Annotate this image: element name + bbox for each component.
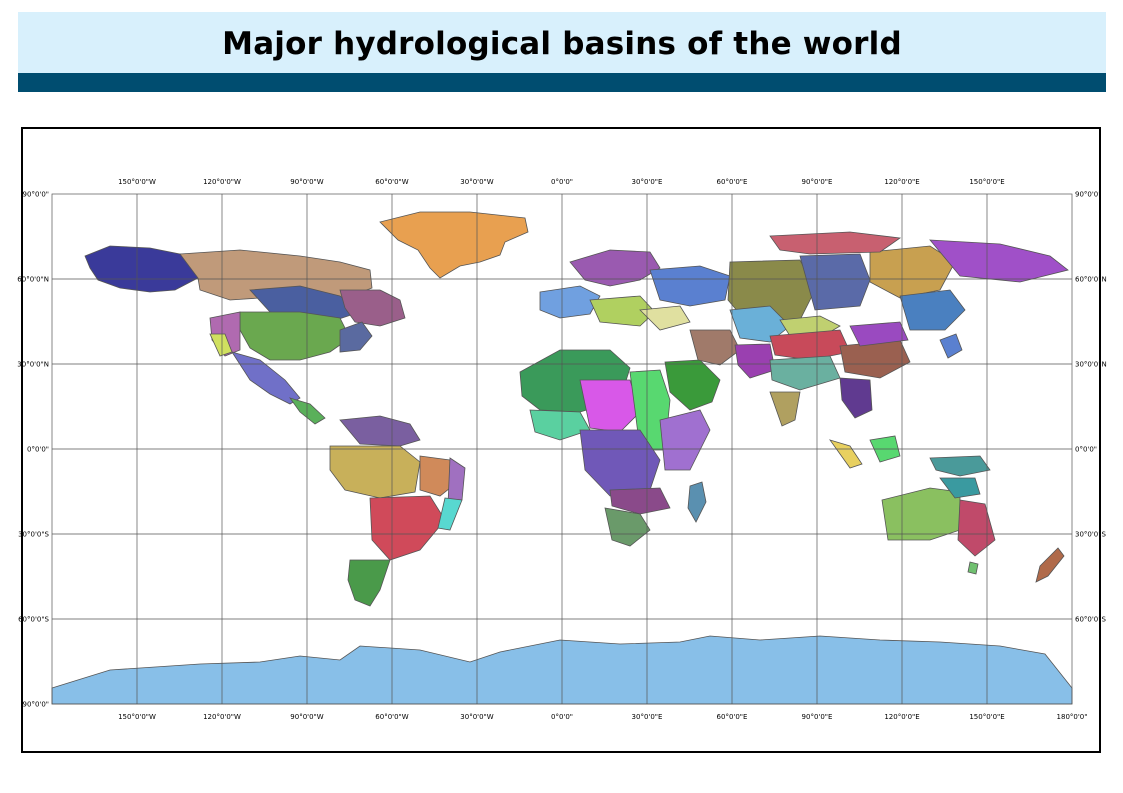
basin-yangtze	[839, 339, 911, 379]
basin-zambezi	[609, 487, 671, 515]
basin-tibet	[769, 329, 851, 361]
lat-label-left: 60°0'0"S	[18, 616, 49, 624]
basin-madagascar	[687, 481, 707, 523]
lon-label-bottom: 120°0'0"E	[884, 713, 919, 721]
basin-sumatra	[828, 439, 863, 469]
lat-label-left: 0°0'0"	[27, 446, 49, 454]
lon-label-bottom: 150°0'0"E	[969, 713, 1004, 721]
basin-volga	[649, 265, 731, 307]
basin-niger	[529, 409, 591, 441]
graticule	[51, 193, 1073, 705]
lat-label-left: 90°0'0"	[23, 701, 49, 709]
lon-label-top: 120°0'0"W	[203, 178, 241, 186]
lon-label-top: 150°0'0"W	[118, 178, 156, 186]
lat-label-right: 30°0'0"N	[1075, 361, 1107, 369]
basin-central-america	[288, 397, 326, 425]
lon-label-bottom: 30°0'0"E	[632, 713, 663, 721]
basin-yenisei	[799, 253, 871, 311]
lat-label-right: 60°0'0"S	[1075, 616, 1106, 624]
basin-indus	[734, 343, 776, 379]
lon-label-bottom: 60°0'0"W	[375, 713, 408, 721]
basin-new-zealand	[1035, 547, 1065, 583]
lon-label-top: 60°0'0"E	[717, 178, 748, 186]
basin-aral	[729, 305, 791, 343]
basin-tasmania	[967, 561, 979, 575]
title-underline-bar	[18, 73, 1106, 92]
basin-ganges	[769, 355, 841, 391]
lat-label-right: 0°0'0"	[1075, 446, 1097, 454]
lon-label-top: 90°0'0"E	[802, 178, 833, 186]
basin-murray-darling	[957, 499, 996, 557]
lon-label-bottom-180: 180°0'0"	[1057, 713, 1088, 721]
basin-orinoco	[339, 415, 421, 447]
basin-amur	[899, 289, 966, 331]
lon-label-bottom: 30°0'0"W	[460, 713, 493, 721]
basin-lena	[869, 245, 956, 299]
basin-alaska	[84, 245, 201, 293]
basin-mississippi	[239, 311, 351, 361]
map-frame	[21, 127, 1101, 753]
lat-label-right: 60°0'0"N	[1075, 276, 1107, 284]
basin-india-south	[769, 391, 801, 427]
lat-label-left: 30°0'0"N	[17, 361, 49, 369]
map-title: Major hydrological basins of the world	[222, 26, 902, 62]
basin-us-east	[339, 321, 373, 353]
lon-label-top: 150°0'0"E	[969, 178, 1004, 186]
lon-label-top: 30°0'0"W	[460, 178, 493, 186]
basin-australia-north	[939, 477, 981, 499]
graticule-labels: 150°0'0"W 150°0'0"W 120°0'0"W 120°0'0"W 90°0…	[17, 178, 1106, 721]
lon-label-bottom: 120°0'0"W	[203, 713, 241, 721]
basin-sa-coast	[437, 497, 463, 531]
basin-scandinavia	[569, 249, 661, 287]
lat-label-right: 90°0'0"	[1075, 191, 1101, 199]
lon-label-bottom: 60°0'0"E	[717, 713, 748, 721]
lon-label-bottom: 90°0'0"E	[802, 713, 833, 721]
basin-europe-west	[539, 285, 601, 319]
basin-kolyma	[929, 239, 1069, 283]
basin-east-brazil	[447, 457, 466, 505]
basin-east-africa	[659, 409, 711, 471]
basin-tigris	[689, 329, 741, 366]
greenland	[379, 211, 529, 279]
basin-orange	[604, 507, 651, 547]
basin-lake-chad	[579, 379, 641, 433]
lon-label-top: 30°0'0"E	[632, 178, 663, 186]
basin-black-sea	[639, 305, 691, 331]
lat-label-left: 90°0'0"	[23, 191, 49, 199]
lon-label-top: 90°0'0"W	[290, 178, 323, 186]
basin-patagonia	[347, 559, 391, 607]
basin-arabia	[664, 359, 721, 411]
basin-canada-east	[339, 289, 406, 327]
basin-parana	[369, 495, 446, 561]
lon-label-bottom: 0°0'0"	[551, 713, 573, 721]
lon-label-top: 120°0'0"E	[884, 178, 919, 186]
lon-label-bottom: 150°0'0"W	[118, 713, 156, 721]
lon-label-top: 60°0'0"W	[375, 178, 408, 186]
basin-danube	[589, 295, 656, 327]
lat-label-left: 30°0'0"S	[18, 531, 49, 539]
basin-australia-west	[881, 487, 961, 541]
basin-arctic-russia	[769, 231, 902, 255]
lon-label-bottom: 90°0'0"W	[290, 713, 323, 721]
basin-huang-he	[849, 321, 909, 347]
basin-amazon	[329, 445, 421, 499]
title-band: Major hydrological basins of the world	[18, 12, 1106, 73]
lat-label-right: 30°0'0"S	[1075, 531, 1106, 539]
basin-japan	[939, 333, 963, 359]
lat-label-left: 60°0'0"N	[17, 276, 49, 284]
basin-new-guinea	[929, 455, 991, 477]
basin-mekong	[839, 377, 873, 419]
lon-label-top: 0°0'0"	[551, 178, 573, 186]
